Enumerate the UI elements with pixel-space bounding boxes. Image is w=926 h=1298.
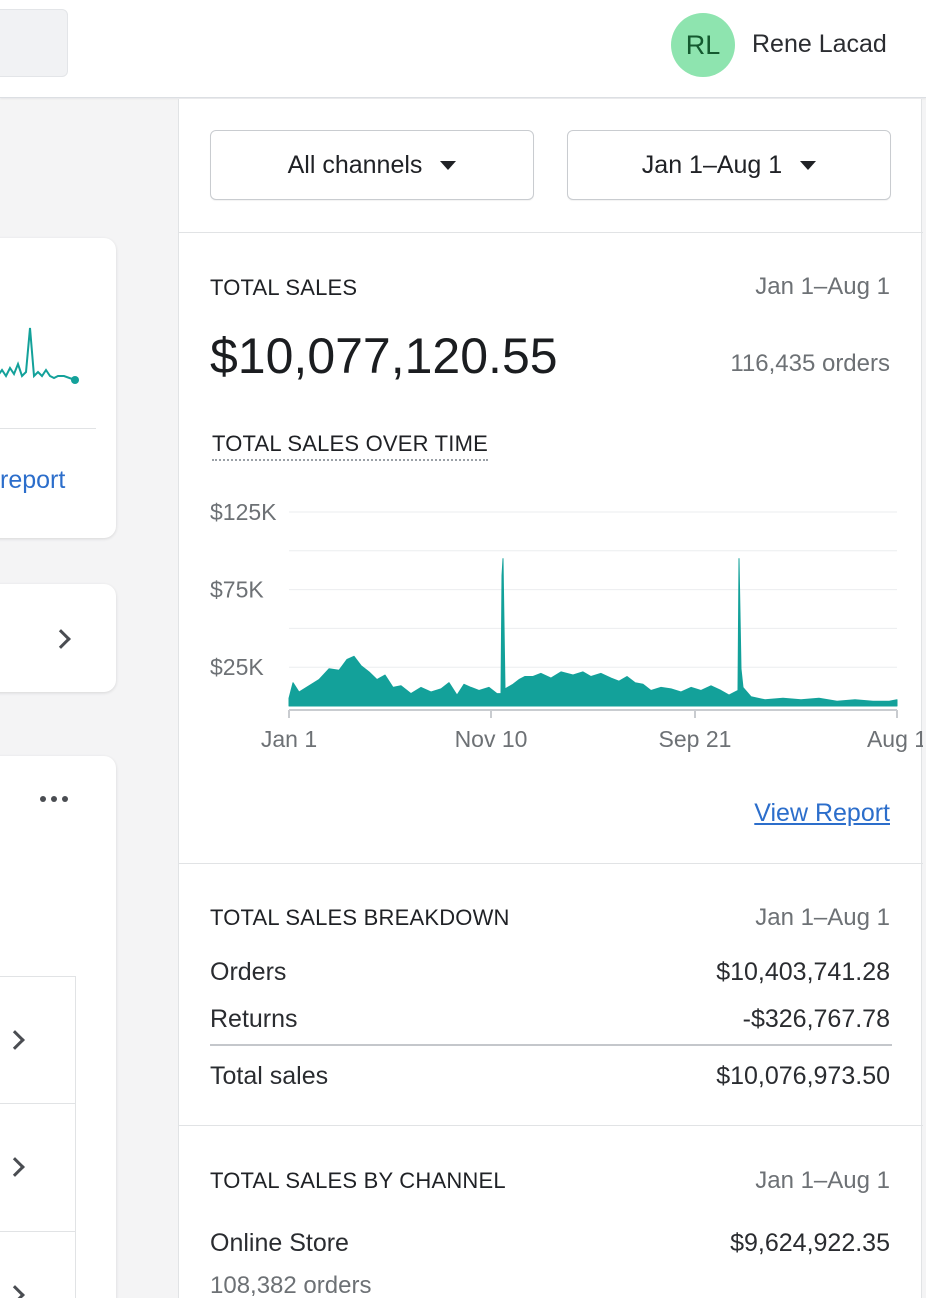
channel-row-label: Online Store <box>210 1229 349 1257</box>
breakdown-row-label: Orders <box>210 958 287 986</box>
breakdown-date-range: Jan 1–Aug 1 <box>755 904 890 931</box>
sparkline-chart <box>0 327 79 384</box>
chevron-right-icon <box>51 629 71 649</box>
sales-panel: All channels Jan 1–Aug 1 TOTAL SALES Jan… <box>178 99 923 1298</box>
breakdown-row-value: $10,403,741.28 <box>716 958 890 986</box>
total-sales-amount: $10,077,120.55 <box>210 328 558 384</box>
breakdown-total-divider <box>210 1044 892 1046</box>
chevron-right-icon <box>5 1285 25 1298</box>
total-sales-heading: TOTAL SALES <box>210 275 358 300</box>
y-tick-label: $75K <box>210 577 264 603</box>
sales-area <box>288 558 898 707</box>
breakdown-total-label: Total sales <box>210 1062 329 1090</box>
chevron-right-icon <box>5 1157 25 1177</box>
section-divider <box>179 1125 923 1126</box>
date-range-dropdown[interactable]: Jan 1–Aug 1 <box>567 130 891 200</box>
by-channel-date-range: Jan 1–Aug 1 <box>755 1167 890 1194</box>
caret-down-icon <box>800 160 817 170</box>
list-item[interactable] <box>0 1232 75 1298</box>
channel-row-orders: 108,382 orders <box>210 1272 372 1298</box>
chevron-right-icon <box>5 1030 25 1050</box>
sales-over-time-chart: $125K $75K $25K Jan 1 Nov 10 Sep 21 Aug 1 <box>179 484 923 764</box>
breakdown-heading: TOTAL SALES BREAKDOWN <box>210 905 510 930</box>
y-tick-label: $25K <box>210 654 264 680</box>
by-channel-heading: TOTAL SALES BY CHANNEL <box>210 1168 506 1193</box>
more-options-icon[interactable] <box>38 788 72 808</box>
total-sales-date-range: Jan 1–Aug 1 <box>755 273 890 300</box>
list-item[interactable] <box>0 977 75 1104</box>
user-name[interactable]: Rene Lacad <box>752 30 887 58</box>
x-tick-label: Sep 21 <box>659 726 732 752</box>
search-input[interactable] <box>0 9 68 77</box>
top-bar: RL Rene Lacad <box>0 0 926 98</box>
list-container <box>0 976 76 1298</box>
sales-over-time-title[interactable]: TOTAL SALES OVER TIME <box>212 431 489 461</box>
list-item[interactable] <box>0 1104 75 1232</box>
view-report-link[interactable]: View Report <box>754 799 890 827</box>
sparkline-card: report <box>0 238 116 538</box>
x-tick-label: Jan 1 <box>261 726 317 752</box>
channel-filter-label: All channels <box>287 150 423 179</box>
x-tick-label: Nov 10 <box>455 726 528 752</box>
avatar[interactable]: RL <box>671 13 735 77</box>
total-sales-orders: 116,435 orders <box>730 350 890 377</box>
caret-down-icon <box>440 160 457 170</box>
breakdown-total-value: $10,076,973.50 <box>716 1062 890 1090</box>
sparkline-line <box>0 327 76 381</box>
section-divider <box>179 232 923 233</box>
chart-svg: $125K $75K $25K Jan 1 Nov 10 Sep 21 Aug 1 <box>210 499 923 752</box>
date-range-label: Jan 1–Aug 1 <box>641 150 783 179</box>
y-tick-label: $125K <box>210 499 277 525</box>
x-tick-label: Aug 1 <box>867 726 923 752</box>
channel-row-value: $9,624,922.35 <box>730 1229 890 1257</box>
channel-filter-dropdown[interactable]: All channels <box>210 130 534 200</box>
breakdown-row-value: -$326,767.78 <box>742 1005 890 1033</box>
view-report-link-partial[interactable]: report <box>0 466 66 494</box>
breakdown-row-label: Returns <box>210 1005 298 1033</box>
section-divider <box>179 863 923 864</box>
collapsed-card[interactable] <box>0 584 116 692</box>
sparkline-end-dot <box>71 376 79 384</box>
list-card <box>0 756 116 1298</box>
card-divider <box>0 428 96 429</box>
